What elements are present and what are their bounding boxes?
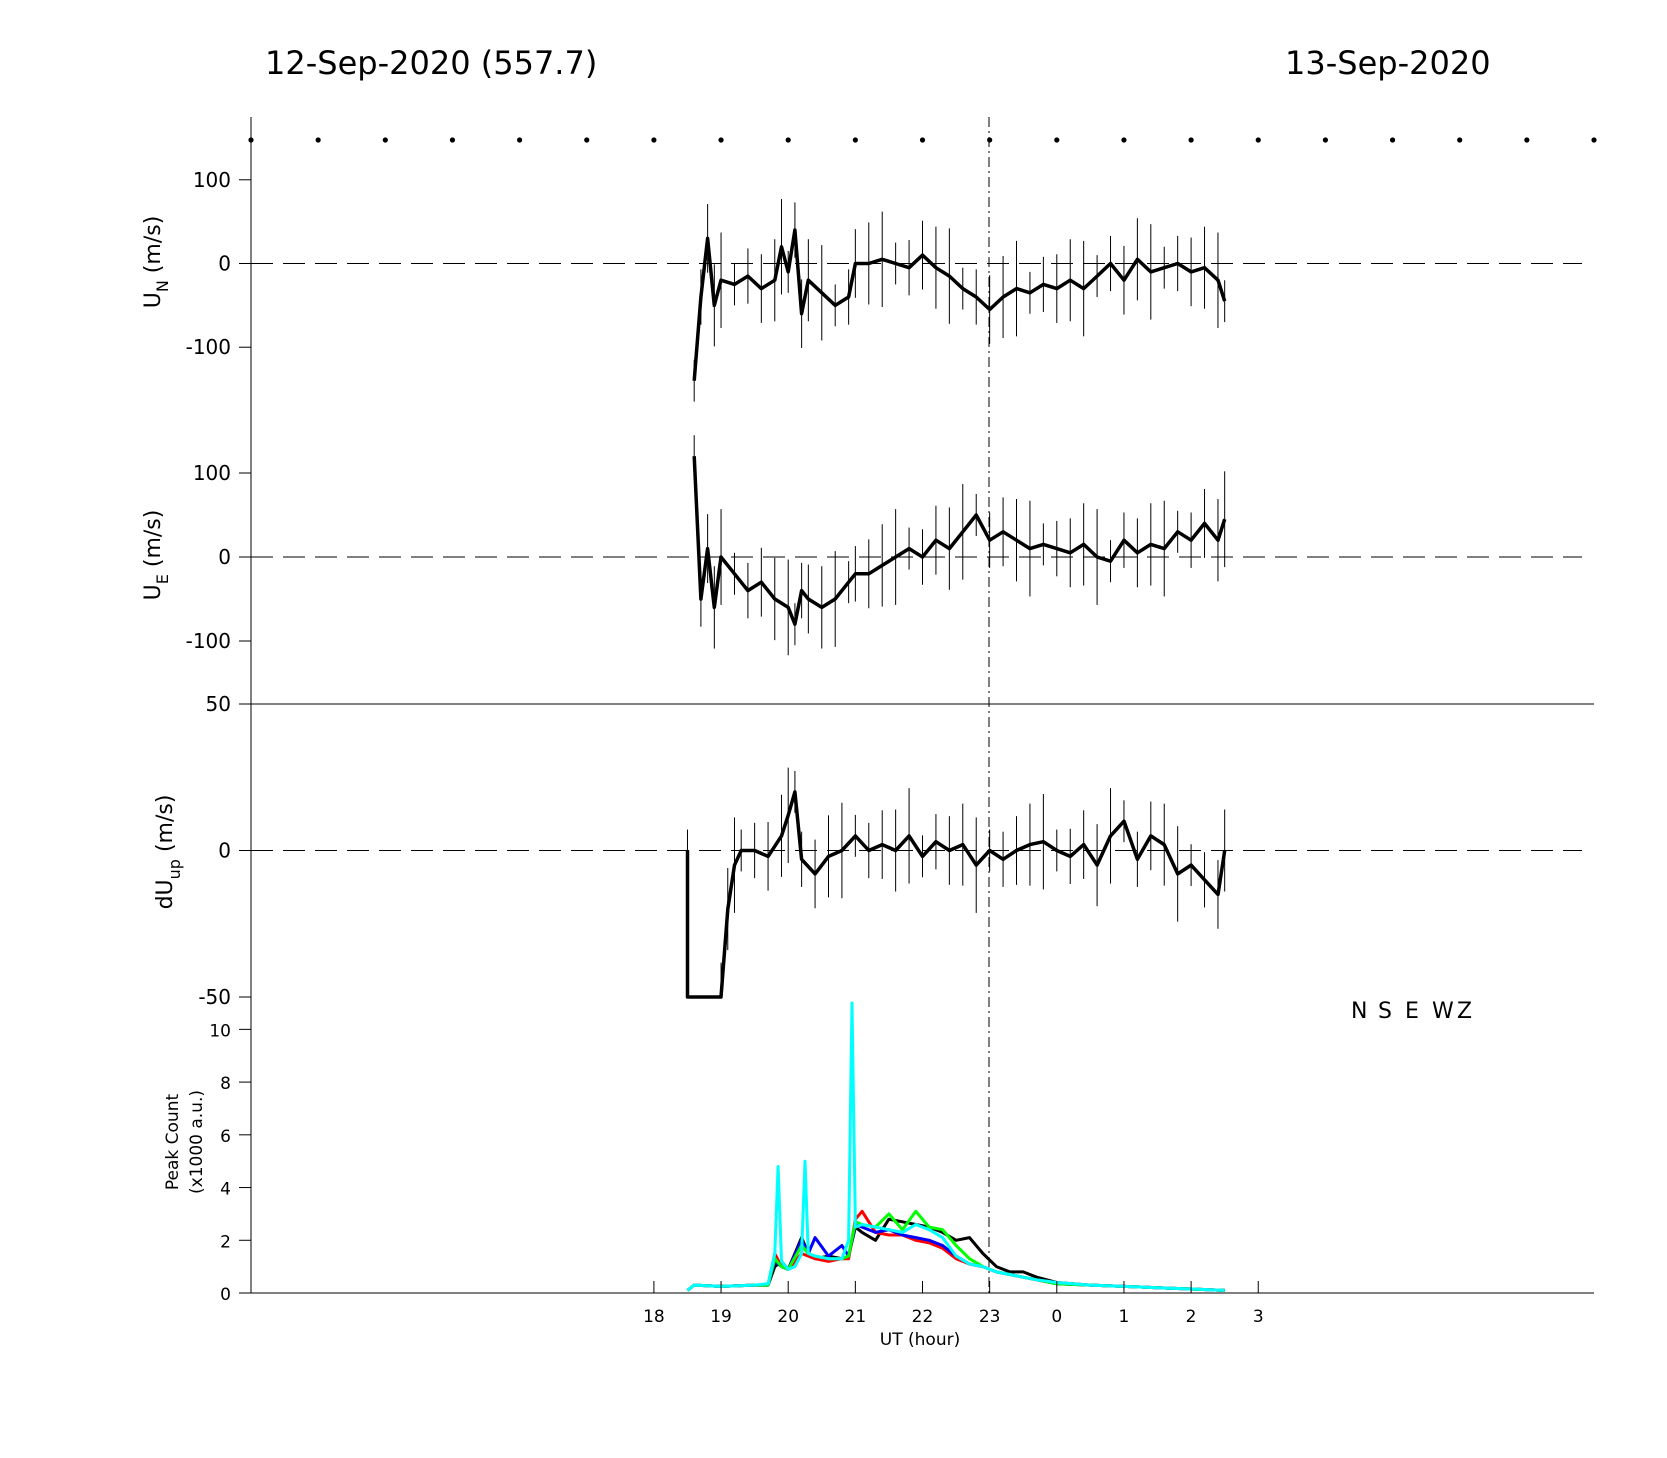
y-tick-label: 6 (220, 1127, 231, 1147)
x-tick-label: 0 (1051, 1307, 1062, 1327)
hour-dot-marker (718, 137, 724, 143)
hour-dot-marker (449, 137, 456, 143)
hour-dot-marker (1121, 137, 1127, 143)
hour-dot-marker (987, 137, 993, 143)
x-tick-label: 3 (1253, 1307, 1264, 1327)
peak-ylabel-unit: (x1000 a.u.) (187, 1090, 207, 1194)
hour-dot-marker (584, 137, 590, 143)
panel-frames (250, 117, 1594, 1294)
right-date-title: 13-Sep-2020 (1285, 44, 1491, 82)
y-tick-label: 0 (218, 545, 231, 569)
x-tick-label: 23 (979, 1307, 1001, 1327)
hour-dot-marker (1255, 137, 1261, 143)
y-tick-label: 2 (220, 1232, 231, 1252)
left-date-title: 12-Sep-2020 (557.7) (265, 44, 598, 82)
x-tick-label: 21 (845, 1307, 867, 1327)
hour-dot-marker (919, 137, 926, 143)
legend-item-s: S (1378, 999, 1392, 1024)
y-tick-label: 4 (220, 1180, 231, 1200)
y-tick-label: -100 (186, 335, 231, 359)
y-tick-label: 0 (218, 839, 231, 863)
hour-dot-marker (517, 137, 523, 143)
x-tick-label: 2 (1186, 1307, 1197, 1327)
hour-dot-marker (1591, 137, 1597, 143)
hour-dot-marker (1389, 137, 1396, 143)
y-tick-label: 100 (193, 461, 231, 485)
y-tick-label: -100 (186, 629, 231, 653)
x-tick-label: 1 (1119, 1307, 1130, 1327)
dup-ylabel: dUup (m/s) (153, 795, 184, 910)
y-tick-label: -50 (198, 985, 231, 1009)
legend-item-n: N (1351, 999, 1367, 1024)
legend-item-w: W (1432, 999, 1454, 1024)
hour-dot-marker (248, 137, 254, 143)
hour-dot-marker (852, 137, 858, 143)
x-tick-label: 19 (710, 1307, 732, 1327)
un-ylabel: UN (m/s) (141, 216, 172, 309)
y-tick-label: 8 (220, 1074, 231, 1094)
x-tick-label: 20 (777, 1307, 799, 1327)
legend: N S E W Z (1351, 999, 1472, 1024)
hour-dot-marker (1188, 137, 1194, 143)
x-tick-label: 22 (912, 1307, 934, 1327)
hour-dot-marker (651, 137, 657, 143)
wind-series-line (692, 228, 1227, 381)
x-tick-label: 18 (643, 1307, 665, 1327)
peak-ylabel: Peak Count (163, 1094, 183, 1191)
y-tick-label: 0 (220, 1285, 231, 1305)
wind-series-line (685, 790, 1227, 999)
hour-dot-marker (785, 137, 791, 143)
hour-dot-marker (315, 137, 321, 143)
legend-item-z: Z (1457, 999, 1472, 1024)
series-line-z (686, 1001, 1225, 1292)
y-tick-label: 50 (206, 692, 231, 716)
hour-dot-marker (1054, 137, 1060, 143)
hour-dot-marker (1457, 137, 1463, 143)
hour-dot-marker (382, 137, 388, 143)
hour-dot-marker (1322, 137, 1328, 143)
legend-item-e: E (1405, 999, 1419, 1024)
x-axis-label: UT (hour) (880, 1330, 960, 1350)
y-tick-label: 10 (209, 1021, 231, 1041)
wind-series-line (692, 456, 1227, 626)
y-tick-label: 0 (218, 252, 231, 276)
y-tick-label: 100 (193, 168, 231, 192)
hour-dot-marker (1524, 137, 1530, 143)
ue-ylabel: UE (m/s) (141, 510, 172, 601)
